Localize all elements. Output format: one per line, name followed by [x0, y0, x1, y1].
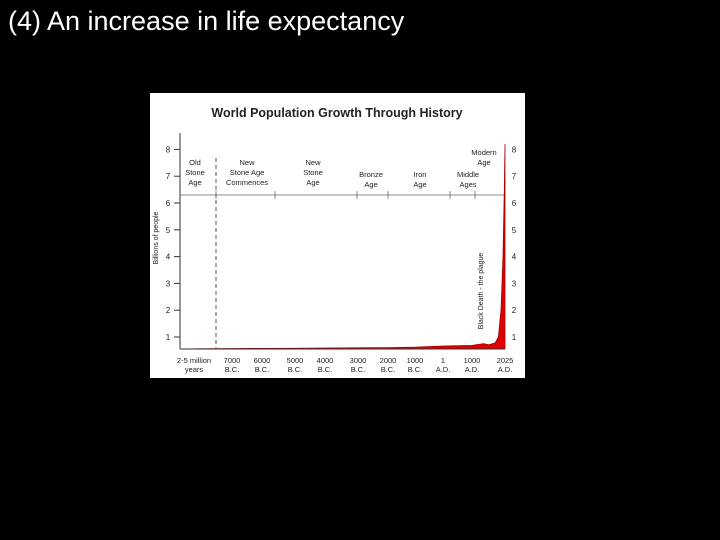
era-label: Age	[477, 158, 490, 167]
y-tick-label-right: 3	[512, 279, 517, 288]
y-tick-label-left: 3	[166, 279, 171, 288]
x-tick-label-era: B.C.	[381, 365, 396, 374]
era-label: Iron	[414, 170, 427, 179]
x-tick-label: 1000	[407, 356, 424, 365]
chart-grid-layer	[180, 158, 505, 348]
era-label: Bronze	[359, 170, 383, 179]
x-tick-label: 4000	[317, 356, 334, 365]
x-tick-label-era: B.C.	[225, 365, 240, 374]
x-tick-label: 2-5 million	[177, 356, 211, 365]
x-tick-label: 3000	[350, 356, 367, 365]
x-tick-label: 5000	[287, 356, 304, 365]
x-tick-label-era: A.D.	[465, 365, 480, 374]
x-tick-label-era: B.C.	[408, 365, 423, 374]
x-tick-label: 2000	[380, 356, 397, 365]
y-tick-label-left: 1	[166, 333, 171, 342]
y-tick-label-right: 6	[512, 199, 517, 208]
x-tick-label-era: B.C.	[318, 365, 333, 374]
chart-axes-layer	[174, 133, 505, 350]
population-chart-svg: World Population Growth Through History 1…	[153, 106, 517, 374]
x-tick-label-era: A.D.	[436, 365, 451, 374]
x-tick-label: 1000	[464, 356, 481, 365]
era-label: Commences	[226, 178, 268, 187]
era-label: Age	[306, 178, 319, 187]
era-label: Stone	[303, 168, 323, 177]
era-label: Middle	[457, 170, 479, 179]
y-tick-label-left: 6	[166, 199, 171, 208]
y-tick-label-left: 7	[166, 172, 171, 181]
x-tick-label: 2025	[497, 356, 514, 365]
era-label: Old	[189, 158, 201, 167]
y-tick-label-left: 2	[166, 306, 171, 315]
era-label: New	[239, 158, 255, 167]
chart-title: World Population Growth Through History	[211, 106, 462, 120]
annotation-black-death: Black Death - the plague	[478, 253, 485, 330]
y-tick-label-right: 8	[512, 145, 517, 154]
y-tick-label-right: 2	[512, 306, 517, 315]
x-tick-label-era: B.C.	[288, 365, 303, 374]
slide-title: (4) An increase in life expectancy	[8, 6, 405, 36]
x-tick-label-era: A.D.	[498, 365, 513, 374]
chart-area-layer	[193, 143, 506, 350]
era-label: Ages	[459, 180, 476, 189]
era-label: Age	[364, 180, 377, 189]
x-tick-label-era: years	[185, 365, 204, 374]
x-tick-label-era: B.C.	[351, 365, 366, 374]
era-label: Stone	[185, 168, 205, 177]
x-tick-label: 6000	[254, 356, 271, 365]
chart-text-layer: World Population Growth Through History 1…	[153, 106, 517, 374]
era-label: Stone Age	[230, 168, 265, 177]
y-tick-label-right: 1	[512, 333, 517, 342]
x-tick-label-era: B.C.	[255, 365, 270, 374]
y-tick-label-left: 8	[166, 145, 171, 154]
era-label: Age	[188, 178, 201, 187]
y-tick-label-left: 4	[166, 253, 171, 262]
y-axis-label: Billions of people	[153, 211, 160, 264]
era-label: Modern	[471, 148, 496, 157]
population-area	[193, 143, 506, 350]
y-tick-label-left: 5	[166, 226, 171, 235]
x-tick-label: 7000	[224, 356, 241, 365]
y-tick-label-right: 7	[512, 172, 517, 181]
population-chart: World Population Growth Through History 1…	[150, 93, 525, 378]
y-tick-label-right: 4	[512, 253, 517, 262]
y-tick-label-right: 5	[512, 226, 517, 235]
era-label: New	[305, 158, 321, 167]
x-tick-label: 1	[441, 356, 445, 365]
era-label: Age	[413, 180, 426, 189]
